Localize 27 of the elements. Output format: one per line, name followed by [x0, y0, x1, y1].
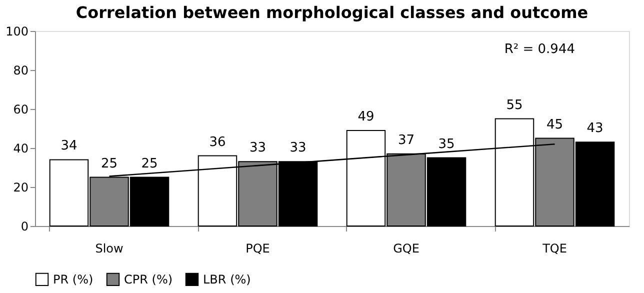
data-label: 33 — [249, 140, 266, 156]
x-tick-label: Slow — [95, 242, 124, 256]
x-tick-label: TQE — [542, 242, 567, 256]
data-label: 25 — [100, 156, 118, 172]
legend-label: PR (%) — [53, 272, 94, 286]
y-tick-label: 60 — [13, 102, 28, 116]
y-tick-label: 40 — [13, 142, 28, 156]
data-label: 33 — [290, 140, 306, 156]
data-label: 49 — [358, 109, 374, 124]
y-tick-label: 80 — [13, 64, 28, 78]
legend-label: CPR (%) — [124, 272, 173, 286]
data-label: 36 — [209, 134, 226, 150]
x-tick-label: GQE — [393, 242, 420, 256]
data-label: 45 — [546, 117, 564, 132]
legend-label: LBR (%) — [203, 272, 251, 286]
x-tick-label: PQE — [246, 242, 270, 256]
data-label: 35 — [438, 136, 455, 152]
y-tick-label: 20 — [13, 180, 28, 194]
chart-title: Correlation between morphological classes and outcome — [76, 3, 588, 22]
y-tick-label: 100 — [6, 24, 28, 38]
y-tick-label: 0 — [20, 220, 28, 234]
annotation: R² = 0.944 — [504, 42, 575, 57]
data-label: 25 — [141, 156, 158, 172]
data-label: 43 — [586, 121, 604, 136]
data-label: 37 — [398, 132, 415, 148]
data-label: 34 — [60, 138, 78, 154]
data-label: 55 — [506, 98, 523, 113]
